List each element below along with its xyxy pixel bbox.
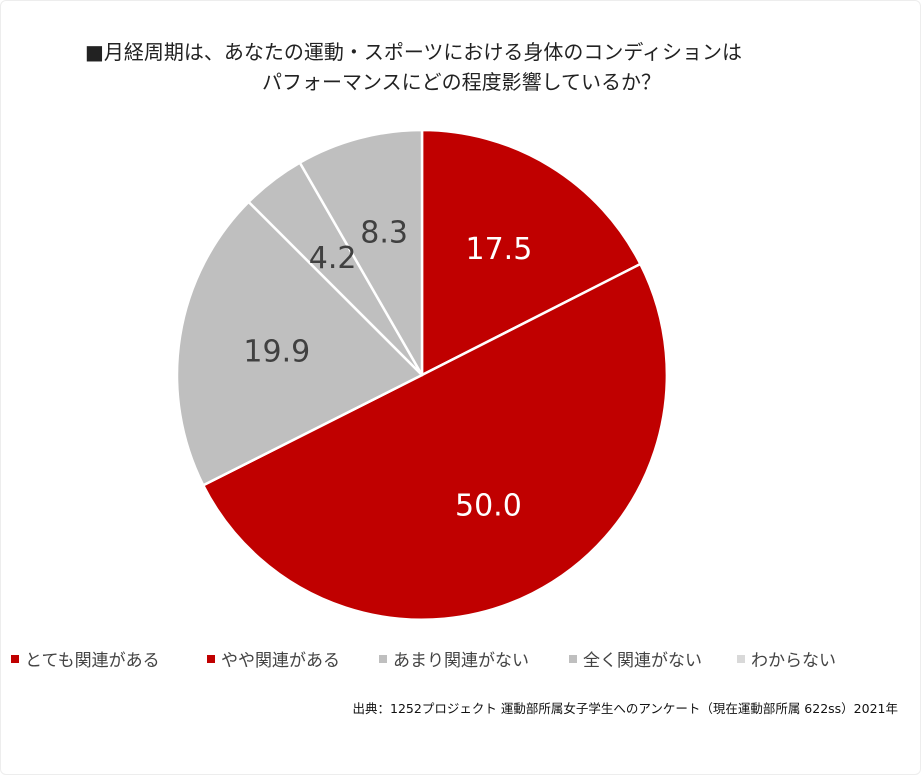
- legend-swatch: [207, 654, 215, 663]
- legend-swatch: [737, 654, 745, 663]
- chart-title-line-2: パフォーマンスにどの程度影響しているか？: [262, 70, 661, 94]
- legend-swatch: [379, 654, 387, 663]
- legend-swatch: [11, 654, 19, 663]
- data-label-mattaku: 4.2: [309, 241, 357, 276]
- legend-item-yaya: やや関連がある: [207, 646, 340, 671]
- data-label-yaya: 50.0: [455, 489, 522, 524]
- legend-label: とても関連がある: [25, 651, 160, 671]
- chart-title: ■月経周期は、あなたの運動・スポーツにおける身体のコンディションは パフォーマン…: [1, 37, 920, 97]
- data-label-totemo: 17.5: [466, 232, 533, 267]
- legend-label: やや関連がある: [221, 651, 340, 671]
- pie-slice-yaya: [201, 262, 669, 621]
- pie-slice-wakaranai: [298, 128, 424, 377]
- data-label-wakaranai: 8.3: [360, 216, 408, 251]
- source-note: 出典：1252プロジェクト 運動部所属女子学生へのアンケート（現在運動部所属 6…: [352, 701, 898, 716]
- legend-label: わからない: [751, 651, 836, 671]
- legend-label: 全く関連がない: [583, 651, 702, 671]
- legend-item-mattaku: 全く関連がない: [569, 646, 702, 671]
- chart-legend: とても関連がある やや関連がある あまり関連がない 全く関連がない わからない: [11, 646, 911, 671]
- legend-item-wakaranai: わからない: [737, 646, 836, 671]
- data-label-amari: 19.9: [243, 334, 310, 369]
- pie-slice-amari: [175, 200, 424, 487]
- chart-title-line-1: ■月経周期は、あなたの運動・スポーツにおける身体のコンディションは: [84, 40, 743, 64]
- pie-slices: [175, 128, 669, 621]
- legend-label: あまり関連がない: [393, 651, 529, 671]
- pie-data-labels: 17.5 50.0 19.9 4.28.3: [243, 216, 532, 524]
- legend-swatch: [569, 654, 577, 663]
- legend-item-totemo: とても関連がある: [11, 646, 160, 671]
- pie-slice-totemo: [420, 128, 642, 377]
- legend-item-amari: あまり関連がない: [379, 646, 529, 671]
